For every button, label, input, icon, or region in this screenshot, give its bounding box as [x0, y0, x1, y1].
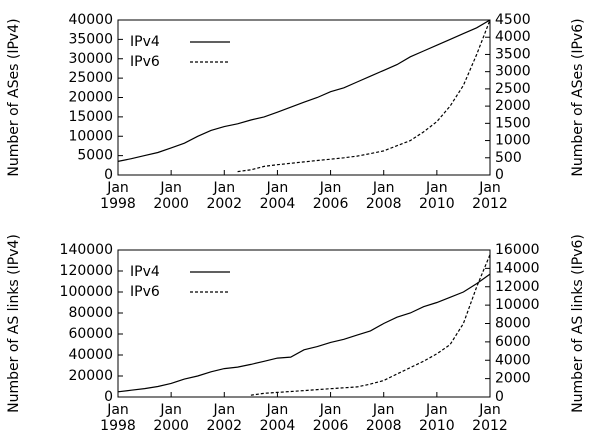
y-tick-label: 0: [104, 389, 113, 405]
y2-tick-label: 2000: [495, 371, 531, 387]
x-tick-label: Jan 2012: [472, 180, 508, 212]
x-tick-label: Jan 2004: [259, 402, 296, 434]
series-line: [237, 19, 491, 173]
y-tick-label: 25000: [68, 70, 113, 86]
legend-label: IPv6: [130, 54, 160, 70]
y2-axis-label: Number of AS links (IPv6): [570, 234, 586, 413]
x-tick-label: Jan 1998: [100, 180, 136, 212]
x-tick-label: Jan 2000: [153, 180, 189, 212]
x-tick-label: Jan 2006: [312, 402, 349, 434]
y2-tick-label: 4000: [495, 352, 531, 368]
x-tick-label: Jan 2012: [472, 402, 508, 434]
y2-axis-label: Number of ASes (IPv6): [570, 18, 586, 176]
y-tick-label: 30000: [68, 51, 113, 67]
y2-tick-label: 0: [495, 167, 504, 183]
x-tick-label: Jan 2010: [419, 180, 455, 212]
series-line: [117, 19, 491, 162]
y-tick-label: 100000: [60, 284, 113, 300]
x-tick-label: Jan 2008: [365, 180, 402, 212]
y-tick-label: 35000: [68, 31, 113, 47]
x-tick-label: Jan 2006: [312, 180, 349, 212]
y2-tick-label: 0: [495, 389, 504, 405]
y-tick-label: 40000: [68, 347, 113, 363]
series-line: [250, 254, 491, 396]
y2-tick-label: 1500: [495, 115, 531, 131]
y-tick-label: 20000: [68, 90, 113, 106]
y-tick-label: 40000: [68, 12, 113, 28]
legend-label: IPv4: [130, 34, 160, 50]
y2-tick-label: 4500: [495, 12, 531, 28]
x-tick-label: Jan 2002: [206, 402, 243, 434]
legend-label: IPv4: [130, 264, 160, 280]
x-tick-label: Jan 1998: [100, 402, 136, 434]
series-line: [117, 273, 491, 393]
y-tick-label: 5000: [77, 148, 113, 164]
y2-tick-label: 2500: [495, 81, 531, 97]
y-axis-label: Number of AS links (IPv4): [6, 234, 22, 413]
y-tick-label: 10000: [68, 128, 113, 144]
y-tick-label: 120000: [60, 263, 113, 279]
y2-tick-label: 6000: [495, 334, 531, 350]
plot-frame: [117, 19, 491, 176]
x-tick-label: Jan 2002: [206, 180, 243, 212]
y2-tick-label: 12000: [495, 279, 540, 295]
y2-tick-label: 14000: [495, 260, 540, 276]
y-tick-label: 20000: [68, 368, 113, 384]
y2-tick-label: 2000: [495, 98, 531, 114]
y-tick-label: 80000: [68, 305, 113, 321]
y-tick-label: 0: [104, 167, 113, 183]
y2-tick-label: 8000: [495, 316, 531, 332]
y2-tick-label: 500: [495, 150, 522, 166]
x-tick-label: Jan 2010: [419, 402, 455, 434]
y2-tick-label: 4000: [495, 29, 531, 45]
y2-tick-label: 3000: [495, 64, 531, 80]
x-tick-label: Jan 2008: [365, 402, 402, 434]
y2-tick-label: 16000: [495, 242, 540, 258]
y2-tick-label: 1000: [495, 133, 531, 149]
plot-frame: [117, 249, 491, 398]
y-tick-label: 140000: [60, 242, 113, 258]
y-axis-label: Number of ASes (IPv4): [6, 18, 22, 176]
legend-label: IPv6: [130, 284, 160, 300]
y2-tick-label: 10000: [495, 297, 540, 313]
x-tick-label: Jan 2000: [153, 402, 189, 434]
y-tick-label: 15000: [68, 109, 113, 125]
x-tick-label: Jan 2004: [259, 180, 296, 212]
y-tick-label: 60000: [68, 326, 113, 342]
y2-tick-label: 3500: [495, 46, 531, 62]
